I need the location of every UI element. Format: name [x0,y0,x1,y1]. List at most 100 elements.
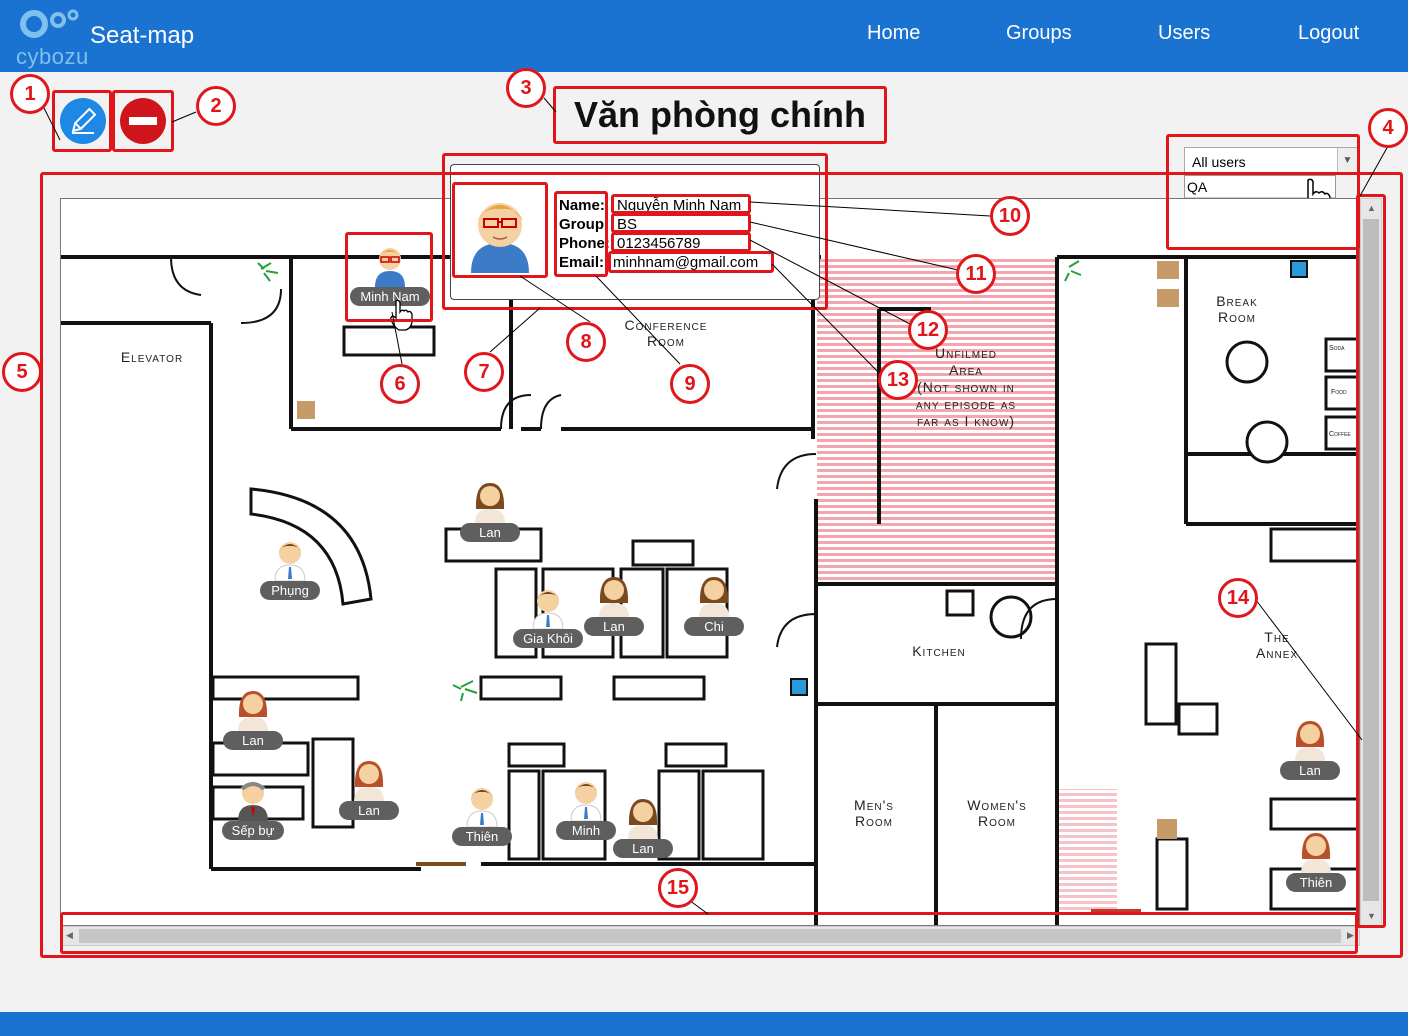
callout-number: 6 [380,364,420,404]
male-avatar-icon [532,590,564,629]
room-label-annex: The Annex [1255,629,1299,661]
edit-button[interactable] [60,98,106,144]
room-label-kitchen: Kitchen [912,643,966,659]
callout-number: 1 [10,74,50,114]
nav-users[interactable]: Users [1158,22,1211,44]
name-label: Name: [559,197,605,214]
seat-pin[interactable]: Thiên [437,783,527,853]
footer-bar [0,1012,1408,1036]
group-filter-select[interactable]: All users ▼ [1184,147,1358,175]
group-label: Group: [559,216,609,233]
callout-number: 5 [2,352,42,392]
name-value: Nguyễn Minh Nam [617,197,742,214]
option-qa[interactable]: QA [1185,176,1335,198]
phone-value: 0123456789 [617,235,701,252]
callout-number: 3 [506,68,546,108]
seat-label: Lan [613,839,673,858]
seat-label: Minh [556,821,616,840]
female-avatar-icon [238,691,268,731]
seat-label: Thiên [452,827,512,846]
email-value: minhnam@gmail.com [613,254,759,271]
female-avatar-icon [354,761,384,801]
room-label-unfilmed: Unfilmed Area (Not shown in any episode as… [915,345,1017,429]
seat-label: Lan [584,617,644,636]
hand-cursor-icon [390,299,413,331]
male-avatar-icon [570,782,602,821]
seat-label: Lan [460,523,520,542]
callout-number: 2 [196,86,236,126]
seat-label: Gia Khôi [513,629,583,648]
scroll-up-icon[interactable]: ▲ [1367,203,1376,213]
seat-pin[interactable]: Lan [445,479,535,549]
seat-label: Lan [339,801,399,820]
callout-number: 12 [908,310,948,350]
logo-text: cybozu [16,44,89,69]
vertical-scrollbar[interactable]: ▲ ▼ [1360,198,1382,926]
room-label-mens: Men's Room [854,797,894,829]
user-avatar [471,203,529,273]
vertical-scroll-thumb[interactable] [1363,219,1379,901]
female-avatar-icon [475,483,505,523]
seat-pin[interactable]: Thiên [1271,829,1359,899]
room-label-break: Break Room [1216,293,1258,325]
app-title[interactable]: Seat-map [90,22,195,49]
room-label-soda: Soda [1329,345,1345,352]
room-label-coffee: Coffee [1329,431,1351,438]
seat-pin[interactable]: Lan [208,687,298,757]
seat-pin[interactable]: Minh Nam [345,243,435,313]
seat-pin[interactable]: Chi [669,573,759,643]
seat-pin[interactable]: Phụng [245,537,335,607]
callout-number: 13 [878,360,918,400]
seat-label: Sếp bự [221,821,285,840]
callout-number: 9 [670,364,710,404]
horizontal-scrollbar[interactable]: ◀ ▶ [60,926,1360,946]
seat-label: Lan [223,731,283,750]
male-avatar-icon [274,542,306,581]
female-avatar-icon [1295,721,1325,761]
nav-groups[interactable]: Groups [1006,22,1072,44]
email-label: Email: [559,254,605,271]
room-label-elevator: Elevator [120,349,184,365]
seat-pin[interactable]: Lan [324,757,414,827]
female-avatar-icon [699,577,729,617]
room-label-womens: Women's Room [967,797,1027,829]
male-avatar-icon [375,248,405,287]
male-avatar-icon [466,788,498,827]
seat-label: Minh Nam [350,287,430,306]
callout-number: 10 [990,196,1030,236]
seat-label: Thiên [1286,873,1346,892]
office-title: Văn phòng chính [574,94,866,135]
no-entry-icon [129,117,157,125]
horizontal-scroll-thumb[interactable] [79,929,1341,943]
seat-label: Chi [684,617,744,636]
callout-number: 15 [658,868,698,908]
top-navbar: cybozu Seat-map Home Groups Users Logout [0,0,1408,72]
seat-pin[interactable]: Lan [598,795,688,865]
seat-pin[interactable]: Lan [569,573,659,643]
seat-pin[interactable]: Minh [541,777,631,847]
seat-label: Lan [1280,761,1340,780]
scroll-right-icon[interactable]: ▶ [1347,930,1354,940]
group-value: BS [617,216,638,233]
scroll-down-icon[interactable]: ▼ [1367,911,1376,921]
cybozu-logo[interactable]: cybozu [14,6,89,69]
nav-home[interactable]: Home [867,22,921,44]
callout-number: 14 [1218,578,1258,618]
seat-pin[interactable]: Lan [1265,717,1355,787]
scroll-left-icon[interactable]: ◀ [66,930,73,940]
room-label-food: Food [1331,389,1347,396]
seat-pin[interactable]: Sếp bự [208,777,298,847]
callout-number: 7 [464,352,504,392]
callout-number: 8 [566,322,606,362]
pencil-icon [71,107,97,134]
group-filter-value: All users [1192,154,1246,170]
nav-logout[interactable]: Logout [1298,22,1360,44]
female-avatar-icon [1301,833,1331,873]
callout-number: 4 [1368,108,1408,148]
phone-label: Phone: [559,235,610,252]
room-label-conference: Conference Room [624,317,708,349]
delete-button[interactable] [120,98,166,144]
seat-map-canvas[interactable]: Elevator Conference Room Unfilmed Area (No… [60,198,1360,926]
chevron-down-icon: ▼ [1337,148,1357,174]
seat-pin[interactable]: Gia Khôi [503,585,593,655]
